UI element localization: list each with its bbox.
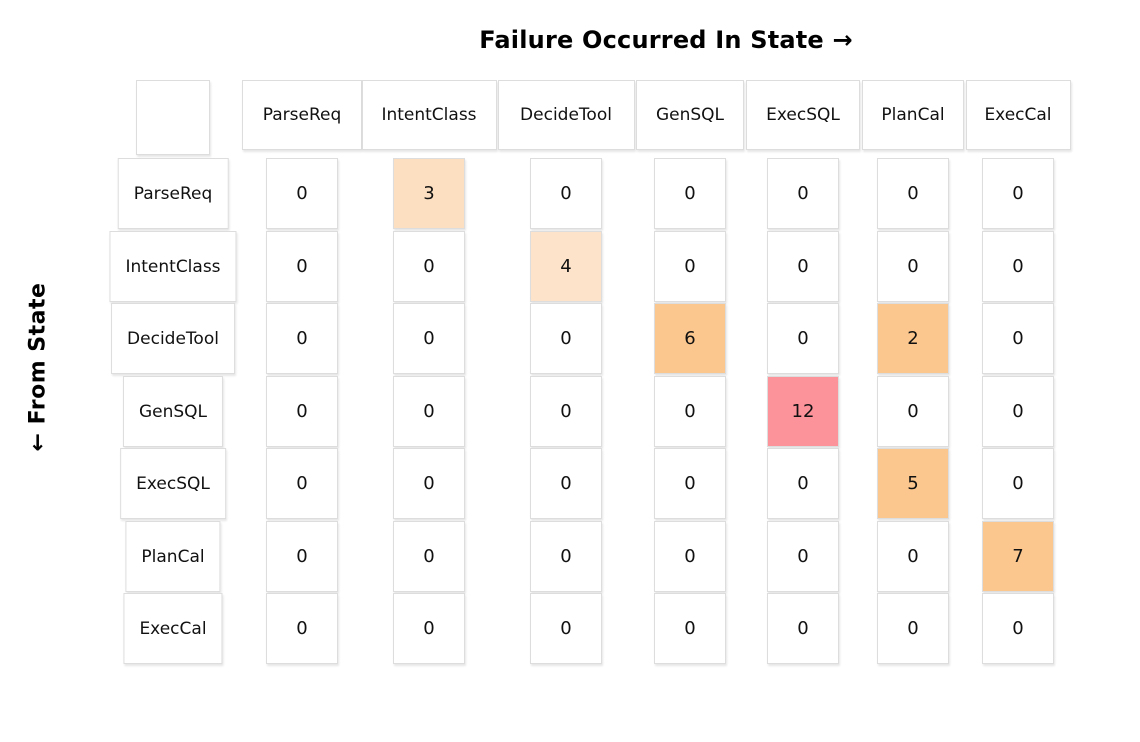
matrix-cell-r5c6: 7 — [982, 521, 1054, 592]
chart-title: Failure Occurred In State → — [479, 26, 853, 54]
col-header-decidetool: DecideTool — [497, 80, 635, 150]
y-axis-label: ← From State — [25, 282, 51, 452]
matrix-cell-r0c6: 0 — [982, 158, 1054, 229]
matrix-cell-r4c4: 0 — [767, 448, 839, 519]
matrix-cell-r1c6: 0 — [982, 231, 1054, 302]
matrix-cell-r6c3: 0 — [654, 593, 726, 664]
matrix-cell-r6c2: 0 — [530, 593, 602, 664]
matrix-cell-r1c2: 4 — [530, 231, 602, 302]
matrix-cell-r0c3: 0 — [654, 158, 726, 229]
matrix-cell-r5c2: 0 — [530, 521, 602, 592]
matrix-cell-r2c2: 0 — [530, 303, 602, 374]
row-label-parsereq: ParseReq — [117, 158, 229, 229]
col-header-execcal: ExecCal — [965, 80, 1071, 150]
matrix-cell-r3c6: 0 — [982, 376, 1054, 447]
matrix-cell-r0c0: 0 — [266, 158, 338, 229]
matrix-cell-r3c3: 0 — [654, 376, 726, 447]
row-label-plancal: PlanCal — [125, 521, 221, 592]
matrix-cell-r2c0: 0 — [266, 303, 338, 374]
col-header-execsql: ExecSQL — [746, 80, 860, 150]
matrix-cell-r5c4: 0 — [767, 521, 839, 592]
corner-box — [136, 80, 210, 155]
matrix-cell-r5c3: 0 — [654, 521, 726, 592]
matrix-cell-r0c1: 3 — [393, 158, 465, 229]
matrix-cell-r1c3: 0 — [654, 231, 726, 302]
row-label-intentclass: IntentClass — [109, 231, 237, 302]
matrix-cell-r4c5: 5 — [877, 448, 949, 519]
matrix-cell-r5c5: 0 — [877, 521, 949, 592]
matrix-cell-r2c1: 0 — [393, 303, 465, 374]
matrix-cell-r3c0: 0 — [266, 376, 338, 447]
row-label-gensql: GenSQL — [122, 376, 224, 447]
matrix-cell-r6c5: 0 — [877, 593, 949, 664]
matrix-cell-r2c3: 6 — [654, 303, 726, 374]
matrix-cell-r1c5: 0 — [877, 231, 949, 302]
matrix-cell-r4c1: 0 — [393, 448, 465, 519]
row-label-execcal: ExecCal — [123, 593, 223, 664]
matrix-cell-r6c1: 0 — [393, 593, 465, 664]
matrix-cell-r2c5: 2 — [877, 303, 949, 374]
matrix-cell-r5c1: 0 — [393, 521, 465, 592]
matrix-cell-r3c2: 0 — [530, 376, 602, 447]
matrix-cell-r5c0: 0 — [266, 521, 338, 592]
matrix-cell-r6c0: 0 — [266, 593, 338, 664]
col-header-gensql: GenSQL — [636, 80, 744, 150]
col-header-intentclass: IntentClass — [361, 80, 497, 150]
matrix-cell-r6c4: 0 — [767, 593, 839, 664]
matrix-cell-r3c5: 0 — [877, 376, 949, 447]
matrix-cell-r0c2: 0 — [530, 158, 602, 229]
matrix-cell-r6c6: 0 — [982, 593, 1054, 664]
matrix-cell-r0c5: 0 — [877, 158, 949, 229]
matrix-cell-r0c4: 0 — [767, 158, 839, 229]
col-header-parsereq: ParseReq — [242, 80, 362, 150]
matrix-cell-r1c1: 0 — [393, 231, 465, 302]
matrix-cell-r2c4: 0 — [767, 303, 839, 374]
matrix-cell-r1c0: 0 — [266, 231, 338, 302]
matrix-cell-r4c3: 0 — [654, 448, 726, 519]
matrix-cell-r4c0: 0 — [266, 448, 338, 519]
matrix-cell-r3c4: 12 — [767, 376, 839, 447]
row-label-decidetool: DecideTool — [111, 303, 235, 374]
matrix-cell-r1c4: 0 — [767, 231, 839, 302]
matrix-cell-r3c1: 0 — [393, 376, 465, 447]
col-header-plancal: PlanCal — [862, 80, 964, 150]
row-label-execsql: ExecSQL — [120, 448, 226, 519]
matrix-cell-r2c6: 0 — [982, 303, 1054, 374]
matrix-cell-r4c6: 0 — [982, 448, 1054, 519]
matrix-cell-r4c2: 0 — [530, 448, 602, 519]
